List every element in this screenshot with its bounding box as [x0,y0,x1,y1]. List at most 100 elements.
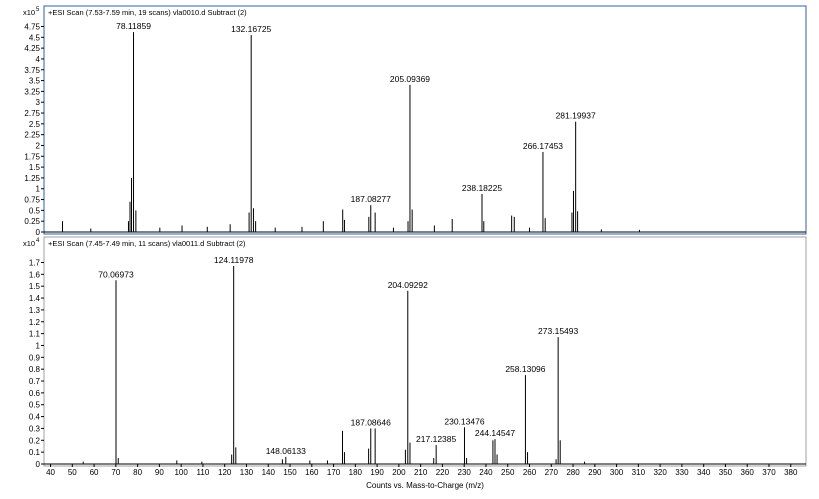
panel-2-y-tick-label: 1.4 [29,294,41,303]
panel-1-peak-label: 281.19937 [556,111,596,121]
panel-1-frame[interactable] [43,5,807,235]
panel-2-y-tick-label: 1.7 [29,258,41,267]
panel-2-peak-label: 124.11978 [214,255,254,265]
panel-2-y-tick-label: 1.5 [29,282,41,291]
spectrum-panel-2: x10 4 +ESI Scan (7.45-7.49 min, 11 scans… [23,236,807,490]
panel-1-y-tick-label: 2.5 [29,120,41,129]
panel-2-exponent-base: x10 [23,239,35,248]
x-tick-label: 140 [262,468,276,477]
panel-2-y-tick-label: 0.9 [29,353,41,362]
panel-2-y-tick-label: 0.1 [29,448,41,457]
x-axis-label: Counts vs. Mass-to-Charge (m/z) [366,481,484,490]
panel-1-y-tick-label: 0.5 [29,206,41,215]
panel-1-y-tick-label: 3.25 [24,87,40,96]
x-tick-label: 310 [632,468,646,477]
panel-2-peak-label: 244.14547 [475,428,515,438]
x-tick-label: 250 [501,468,515,477]
panel-2-y-tick-label: 1.6 [29,270,41,279]
panel-1-y-tick-label: 4.75 [24,22,40,31]
panel-2-title: +ESI Scan (7.45-7.49 min, 11 scans) vla0… [48,239,246,248]
panel-1-peak-label: 266.17453 [523,141,563,151]
panel-1-peak-label: 132.16725 [231,24,271,34]
panel-2-y-tick-label: 0.4 [29,413,41,422]
panel-1-y-tick-label: 1.25 [24,174,40,183]
panel-1-y-tick-label: 1.75 [24,152,40,161]
panel-1-peak-label: 205.09369 [390,74,430,84]
panel-1-exponent-base: x10 [23,8,35,17]
x-tick-label: 70 [111,468,120,477]
x-tick-label: 210 [414,468,428,477]
x-tick-label: 220 [436,468,450,477]
x-tick-label: 110 [197,468,210,477]
panel-2-frame[interactable] [43,236,807,467]
x-tick-label: 290 [588,468,602,477]
panel-1-y-tick-label: 2.25 [24,131,40,140]
panel-1-exponent-power: 5 [36,7,40,13]
panel-1-y-tick-label: 3.5 [29,77,41,86]
panel-2-peak-label: 217.12385 [416,434,456,444]
panel-2-y-tick-label: 0.2 [29,436,41,445]
x-tick-label: 380 [784,468,798,477]
panel-2-y-tick-label: 0 [36,460,41,469]
x-tick-label: 330 [675,468,689,477]
panel-2-peak-label: 258.13096 [505,364,545,374]
panel-1-title: +ESI Scan (7.53-7.59 min, 19 scans) vla0… [48,8,247,17]
panel-2-y-tick-label: 0.3 [29,424,41,433]
panel-2-peaks [44,266,806,465]
x-tick-label: 180 [349,468,363,477]
panel-1-y-tick-label: 4.5 [29,33,41,42]
x-tick-label: 50 [68,468,77,477]
panel-1-y-tick-label: 3 [36,98,41,107]
panel-2-y-tick-label: 0.7 [29,377,41,386]
x-tick-label: 130 [240,468,254,477]
x-tick-label: 60 [90,468,99,477]
x-tick-label: 270 [545,468,559,477]
panel-2-y-tick-label: 1 [36,341,41,350]
panel-2-y-tick-label: 1.3 [29,306,41,315]
x-tick-label: 160 [305,468,319,477]
panel-1-peak-labels: 78.11859 132.16725 205.09369 281.19937 266.1… [116,21,596,204]
spectrum-panel-1: x10 5 +ESI Scan (7.53-7.59 min, 19 scans… [23,5,807,237]
panel-1-y-tick-label: 1.5 [29,163,41,172]
panel-1-y-tick-label: 0.25 [24,217,40,226]
x-tick-label: 200 [392,468,406,477]
panel-2-y-tick-label: 1.2 [29,318,41,327]
panel-2-exponent-power: 4 [36,238,40,244]
x-tick-label: 100 [174,468,188,477]
panel-2-y-tick-label: 0.6 [29,389,41,398]
panel-2-peak-label: 148.06133 [266,446,306,456]
x-tick-label: 350 [719,468,733,477]
panel-1-y-axis: 0 0.25 0.50.75 1 1.25 1.5 1.75 22.25 2.5 2.75 3 3.2… [24,22,44,237]
x-tick-label: 370 [762,468,776,477]
x-tick-label: 170 [327,468,341,477]
panel-2-y-tick-label: 0.8 [29,365,41,374]
x-tick-label: 80 [133,468,142,477]
x-axis: 40 50 60 70 80 90 100 110 120 130 140 150 160 170 180 1… [46,464,798,477]
panel-2-peak-label: 187.08646 [351,417,391,427]
panel-1-peaks [44,32,806,233]
panel-1-y-tick-label: 4.25 [24,44,40,53]
x-tick-label: 360 [741,468,755,477]
panel-1-y-tick-label: 2.75 [24,109,40,118]
panel-2-peak-labels: 70.06973 124.11978 204.09292 273.15493 258.1… [98,255,578,456]
x-tick-label: 280 [566,468,580,477]
x-tick-label: 120 [218,468,232,477]
panel-2-y-axis: 0 0.1 0.2 0.3 0.4 0.5 0.6 0.7 0.8 0.9 1 1.1 1.2 1.3 1.… [29,258,44,469]
panel-2-peak-label: 204.09292 [388,280,428,290]
panel-1-y-tick-label: 3.75 [24,66,40,75]
panel-2-y-tick-label: 0.5 [29,401,41,410]
x-tick-label: 340 [697,468,711,477]
panel-2-peak-label: 273.15493 [538,326,578,336]
panel-2-peak-label: 70.06973 [98,269,134,279]
panel-1-y-tick-label: 0.75 [24,196,40,205]
x-tick-label: 90 [155,468,164,477]
x-tick-label: 320 [653,468,667,477]
panel-1-peak-label: 78.11859 [116,21,151,31]
x-tick-label: 230 [458,468,472,477]
panel-2-peak-label: 230.13476 [444,416,484,426]
panel-1-peak-label: 238.18225 [462,183,502,193]
x-tick-label: 260 [523,468,537,477]
x-tick-label: 150 [283,468,297,477]
panel-1-y-tick-label: 4 [36,55,41,64]
